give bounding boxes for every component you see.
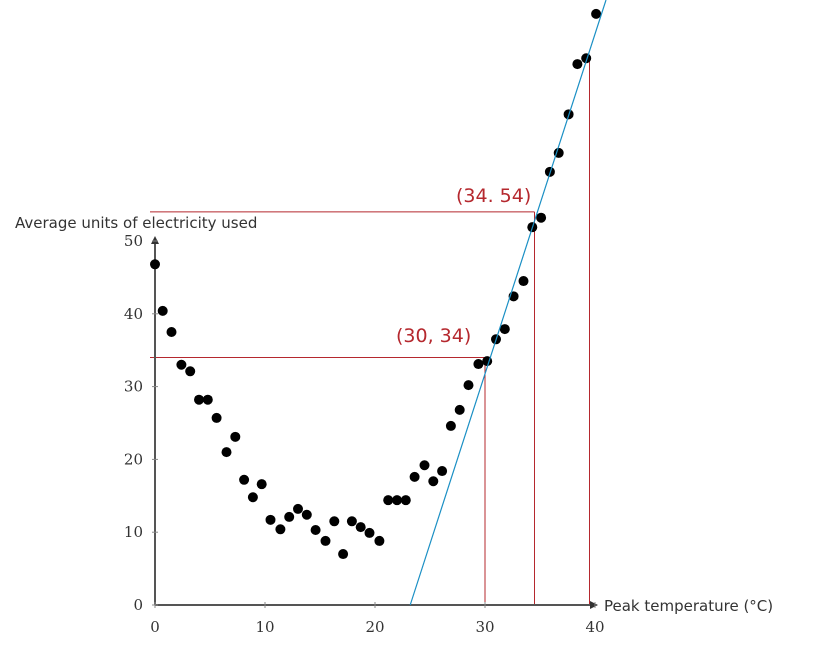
data-point: [194, 394, 204, 405]
data-point: [150, 259, 160, 270]
data-point: [428, 476, 439, 487]
data-point: [320, 535, 331, 546]
data-point: [239, 474, 250, 485]
data-point: [284, 511, 295, 522]
data-point: [445, 420, 456, 431]
data-point: [256, 479, 267, 490]
data-point: [437, 466, 448, 477]
data-point: [572, 59, 583, 70]
trend-line: [409, 0, 607, 606]
data-point: [536, 212, 547, 223]
data-point: [221, 447, 232, 458]
y-axis-arrow: [151, 236, 159, 244]
data-point: [499, 324, 510, 335]
data-point: [176, 359, 187, 370]
x-tick-label: 0: [150, 618, 160, 636]
annotation-label-34-54: (34. 54): [456, 185, 531, 207]
data-point: [463, 380, 474, 391]
data-point: [247, 492, 258, 503]
data-point: [202, 394, 213, 405]
data-point: [293, 503, 303, 514]
data-point: [166, 327, 177, 337]
y-tick-label: 0: [133, 596, 143, 614]
data-point: [346, 516, 357, 527]
x-tick-label: 40: [585, 618, 604, 636]
data-point: [265, 514, 276, 525]
y-tick-label: 50: [124, 232, 143, 250]
data-point: [230, 431, 241, 442]
x-tick-label: 30: [475, 618, 494, 636]
data-point: [301, 509, 312, 520]
y-tick-label: 30: [124, 378, 143, 396]
data-point: [454, 404, 465, 415]
data-point: [392, 495, 402, 506]
data-point: [355, 522, 366, 533]
data-point: [473, 359, 484, 370]
y-tick-label: 40: [124, 305, 143, 323]
y-tick-label: 10: [124, 523, 143, 541]
data-point: [157, 305, 168, 316]
data-point: [364, 527, 375, 538]
x-tick-label: 10: [255, 618, 274, 636]
data-point: [383, 495, 394, 506]
annotation-label-30-34: (30, 34): [396, 325, 471, 347]
data-point: [409, 471, 420, 482]
data-point: [419, 460, 430, 471]
data-point: [581, 53, 592, 64]
x-axis-arrow: [590, 601, 598, 609]
data-point: [518, 276, 529, 287]
data-point: [591, 8, 602, 19]
x-tick-label: 20: [365, 618, 384, 636]
y-axis-label: Average units of electricity used: [15, 214, 257, 232]
x-axis-label: Peak temperature (°C): [604, 597, 773, 615]
data-point: [185, 366, 196, 377]
data-point: [310, 525, 321, 536]
data-point: [338, 549, 349, 560]
data-point: [400, 495, 411, 506]
y-tick-label: 20: [124, 450, 143, 468]
data-point: [374, 535, 385, 546]
data-point: [211, 412, 222, 423]
data-point: [275, 524, 286, 535]
data-point: [329, 516, 340, 527]
